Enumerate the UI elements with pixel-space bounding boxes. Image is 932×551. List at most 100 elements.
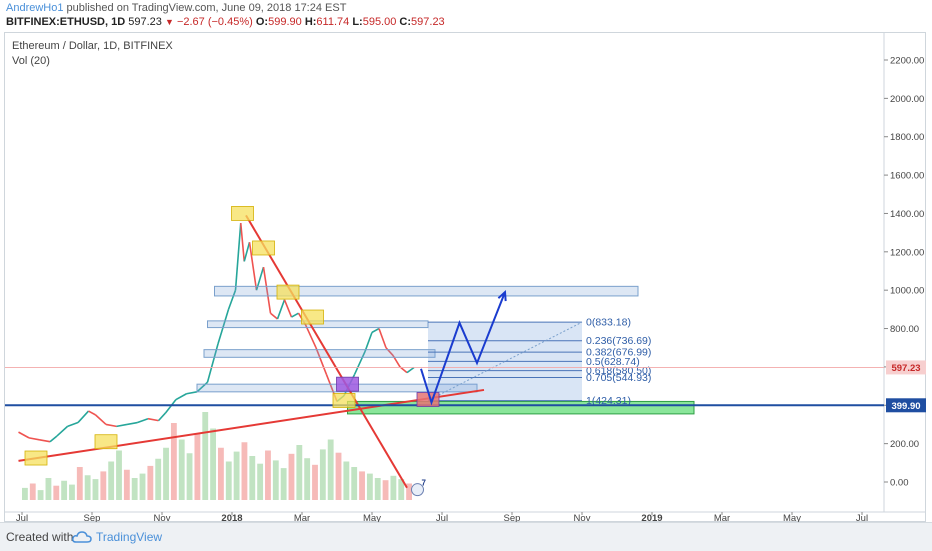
open-label: O: xyxy=(255,16,269,28)
downtrend-line[interactable] xyxy=(245,214,408,489)
box-120[interactable] xyxy=(24,450,48,466)
volume-bar xyxy=(92,479,99,500)
volume-bar xyxy=(170,423,177,500)
support-price-badge xyxy=(886,398,926,413)
price-segment xyxy=(137,417,149,424)
fib-level-label: 0.382(676.99) xyxy=(586,347,651,359)
volume-bar xyxy=(359,471,365,500)
volume-bar xyxy=(343,461,350,500)
x-tick-label: Nov xyxy=(154,513,171,522)
x-tick-label: Jul xyxy=(856,513,868,522)
volume-bar xyxy=(225,461,232,500)
x-tick-label: 2019 xyxy=(641,513,662,522)
tradingview-cloud-icon[interactable] xyxy=(72,530,92,544)
price-segment xyxy=(56,425,69,437)
volume-bar xyxy=(280,468,287,500)
price-change: −2.67 (−0.45%) xyxy=(176,16,253,28)
red-target-box[interactable] xyxy=(416,392,440,407)
event-marker-icon[interactable] xyxy=(411,483,424,497)
chart-frame xyxy=(4,32,926,522)
volume-bar xyxy=(108,461,115,500)
fib-level-label: 1(424.31) xyxy=(586,395,631,407)
price-segment xyxy=(88,410,96,416)
author-link[interactable]: AndrewHo1 xyxy=(6,2,64,14)
x-tick-label: Sep xyxy=(504,513,521,522)
current-price-badge xyxy=(886,360,926,375)
x-tick-label: Sep xyxy=(84,513,101,522)
price-segment xyxy=(18,431,30,439)
support-price-label: 399.90 xyxy=(891,401,920,412)
price-segment xyxy=(406,366,415,374)
resistance-zone-1000[interactable] xyxy=(214,285,639,297)
price-segment xyxy=(39,439,51,443)
price-segment xyxy=(239,222,246,262)
price-segment xyxy=(217,309,230,345)
price-segment xyxy=(227,289,237,310)
price-segment xyxy=(276,299,286,320)
volume-bar xyxy=(366,473,373,500)
low-value: 595.00 xyxy=(362,16,397,28)
price-segment xyxy=(291,312,299,318)
volume-bar xyxy=(288,453,295,500)
footer: Created with TradingView xyxy=(0,522,932,551)
close-value: 597.23 xyxy=(411,16,445,28)
box-860[interactable] xyxy=(301,309,324,325)
price-segment xyxy=(206,343,219,383)
volume-bar xyxy=(61,480,68,500)
price-segment xyxy=(175,393,187,401)
symbol-label: BITFINEX:ETHUSD, 1D xyxy=(6,16,126,28)
price-segment xyxy=(283,299,293,318)
projection-path[interactable] xyxy=(420,291,506,406)
fib-level-label: 0(833.18) xyxy=(586,317,631,329)
x-tick-label: May xyxy=(783,513,801,522)
x-tick-label: Jul xyxy=(436,513,448,522)
volume-bar xyxy=(233,451,240,500)
volume-bar xyxy=(265,450,271,500)
x-tick-label: May xyxy=(363,513,381,522)
fib-level-label: 0.5(628.74) xyxy=(586,356,640,368)
last-price: 597.23 xyxy=(128,16,162,28)
y-tick-label: 1200.00 xyxy=(890,247,924,258)
price-chart[interactable]: 2200.00 2000.00 1800.00 1600.00 1400.00 1200.… xyxy=(0,0,932,522)
fib-trend-line xyxy=(427,321,583,402)
lower-high-box[interactable] xyxy=(252,240,275,256)
volume-bar xyxy=(406,483,412,500)
price-segment xyxy=(304,324,317,349)
price-segment xyxy=(371,327,380,334)
volume-bar xyxy=(194,434,201,500)
volume-bar xyxy=(69,484,75,500)
price-segment xyxy=(385,347,394,356)
ohlc-line: BITFINEX:ETHUSD, 1D 597.23 ▼ −2.67 (−0.4… xyxy=(6,16,445,28)
y-tick-label: 1400.00 xyxy=(890,209,924,220)
current-price-label: 597.23 xyxy=(891,363,920,374)
purple-box[interactable] xyxy=(336,376,359,392)
x-tick-label: Mar xyxy=(714,513,730,522)
price-segment xyxy=(28,437,40,441)
price-segment xyxy=(243,242,251,262)
volume-bar xyxy=(76,467,83,500)
volume-bar xyxy=(327,439,334,500)
uptrend-line[interactable] xyxy=(18,388,485,462)
volume-bar xyxy=(100,471,107,500)
price-segment xyxy=(126,421,138,426)
x-tick-label: 2018 xyxy=(221,513,242,522)
down-triangle-icon: ▼ xyxy=(164,17,174,27)
volume-bar xyxy=(147,465,154,500)
volume-bar xyxy=(272,460,279,500)
box-430[interactable] xyxy=(332,393,356,408)
box-180[interactable] xyxy=(94,434,118,450)
volume-bar xyxy=(351,467,358,500)
chart-header: AndrewHo1 published on TradingView.com, … xyxy=(0,0,932,30)
publish-line: AndrewHo1 published on TradingView.com, … xyxy=(6,2,346,14)
price-segment xyxy=(105,423,117,428)
box-1000[interactable] xyxy=(276,284,300,300)
y-tick-label: 800.00 xyxy=(890,324,919,335)
resistance-zone-650[interactable] xyxy=(203,349,436,358)
volume-bar xyxy=(155,458,162,500)
volume-bar xyxy=(29,483,36,500)
chart-title: Ethereum / Dollar, 1D, BITFINEX xyxy=(12,40,173,52)
tradingview-brand[interactable]: TradingView xyxy=(96,530,163,544)
price-segment xyxy=(353,351,366,375)
volume-bar xyxy=(241,442,248,500)
peak-box[interactable] xyxy=(231,206,254,221)
